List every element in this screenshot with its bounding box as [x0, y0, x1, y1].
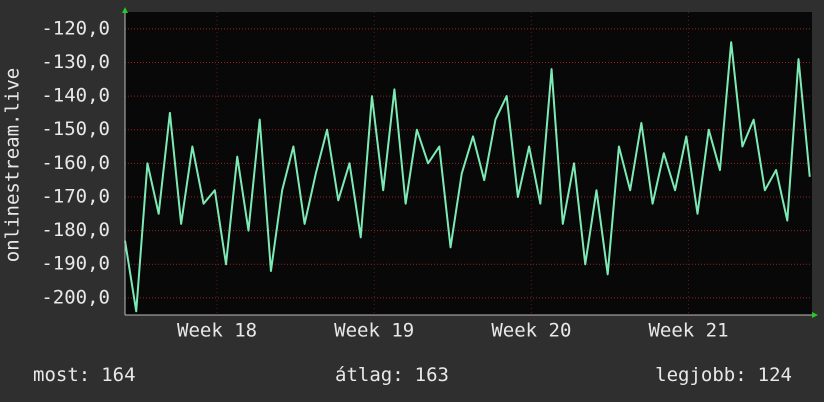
- stat: átlag: 163: [335, 364, 449, 386]
- y-tick-label: -130,0: [41, 51, 110, 73]
- y-tick-label: -160,0: [41, 152, 110, 174]
- y-arrow: [122, 7, 128, 13]
- stat: legjobb: 124: [655, 364, 792, 386]
- stat-value: 164: [101, 364, 135, 386]
- x-arrow: [812, 312, 818, 318]
- stat-label: legjobb:: [655, 364, 747, 386]
- stat-value: 124: [758, 364, 792, 386]
- stat-label: most:: [33, 364, 90, 386]
- stat: most: 164: [33, 364, 136, 386]
- data-line: [124, 41, 811, 313]
- y-tick-label: -200,0: [41, 286, 110, 308]
- stat-label: átlag:: [335, 364, 404, 386]
- y-axis-label: onlinestream.live: [2, 68, 24, 262]
- x-tick-label: Week 21: [648, 320, 728, 342]
- y-tick-label: -120,0: [41, 17, 110, 39]
- x-tick-label: Week 20: [491, 320, 571, 342]
- stat-value: 163: [415, 364, 449, 386]
- grid: [125, 12, 812, 315]
- plot-area: [125, 12, 812, 315]
- y-tick-label: -170,0: [41, 185, 110, 207]
- plot: [124, 41, 811, 313]
- y-tick-label: -140,0: [41, 85, 110, 107]
- y-tick-label: -180,0: [41, 219, 110, 241]
- y-tick-label: -150,0: [41, 118, 110, 140]
- x-tick-label: Week 18: [177, 320, 257, 342]
- y-tick-label: -190,0: [41, 253, 110, 275]
- x-tick-label: Week 19: [334, 320, 414, 342]
